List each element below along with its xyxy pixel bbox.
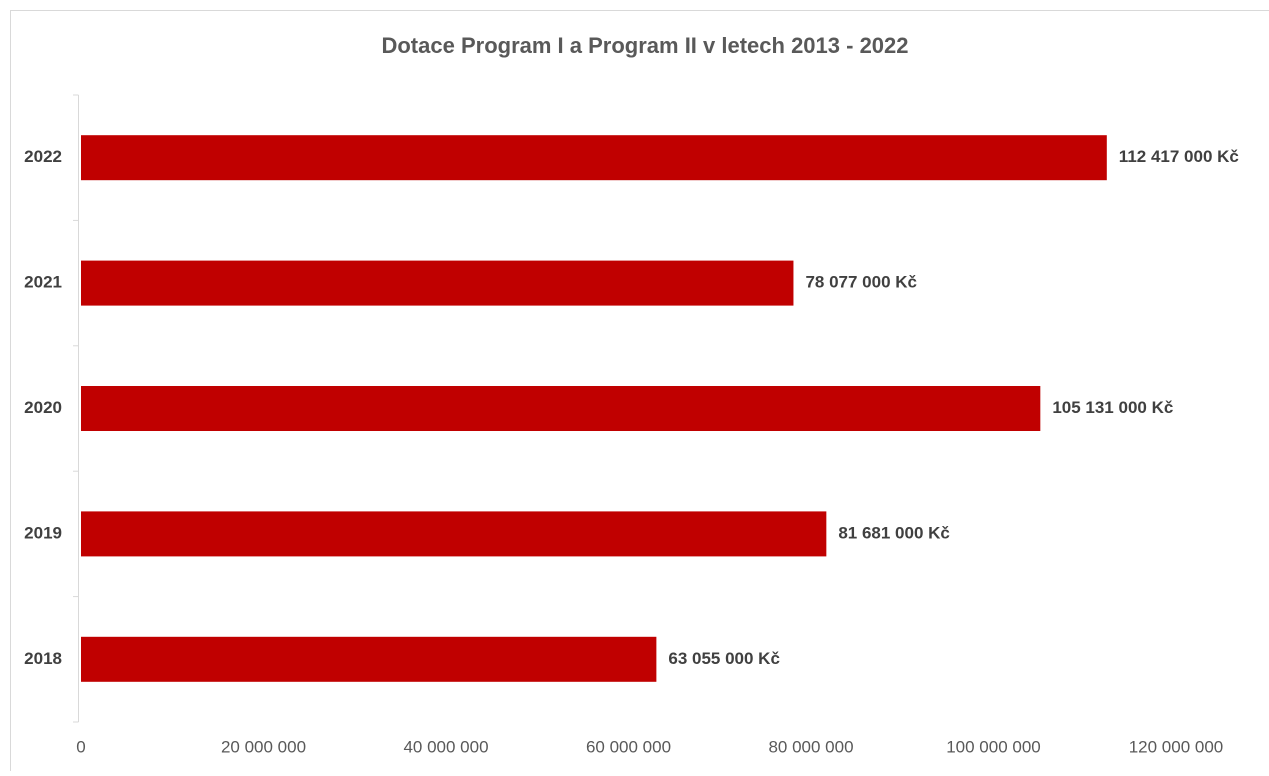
x-tick-label: 40 000 000 xyxy=(403,737,488,756)
y-tick-label: 2018 xyxy=(24,649,62,668)
data-label: 81 681 000 Kč xyxy=(838,523,950,542)
x-tick-label: 60 000 000 xyxy=(586,737,671,756)
bar xyxy=(81,261,793,306)
data-label: 112 417 000 Kč xyxy=(1119,147,1239,166)
chart-title: Dotace Program I a Program II v letech 2… xyxy=(381,33,908,58)
x-tick-label: 80 000 000 xyxy=(768,737,853,756)
bar xyxy=(81,511,826,556)
y-tick-label: 2022 xyxy=(24,147,62,166)
x-tick-label: 0 xyxy=(76,737,85,756)
data-label: 78 077 000 Kč xyxy=(805,273,917,292)
y-tick-label: 2019 xyxy=(24,523,62,542)
x-tick-label: 20 000 000 xyxy=(221,737,306,756)
y-tick-label: 2020 xyxy=(24,398,62,417)
bar xyxy=(81,637,656,682)
y-tick-label: 2021 xyxy=(24,273,62,292)
x-tick-label: 120 000 000 xyxy=(1129,737,1224,756)
bar xyxy=(81,386,1040,431)
bar xyxy=(81,135,1107,180)
data-label: 63 055 000 Kč xyxy=(668,649,780,668)
data-label: 105 131 000 Kč xyxy=(1052,398,1173,417)
x-tick-label: 100 000 000 xyxy=(946,737,1041,756)
